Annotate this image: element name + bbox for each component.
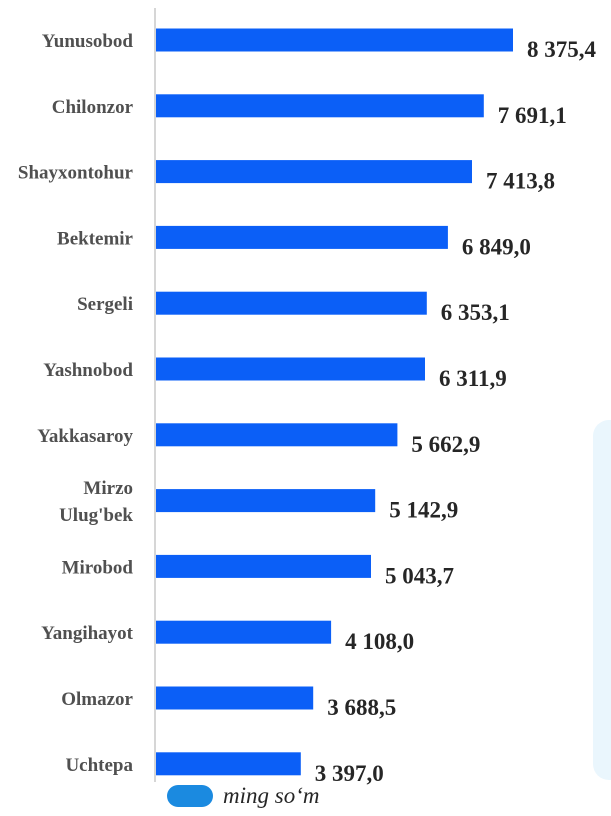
- bar: [156, 94, 484, 118]
- category-label: Sergeli: [77, 294, 133, 315]
- bar: [156, 160, 472, 184]
- category-label: Olmazor: [61, 689, 133, 710]
- legend-swatch: [167, 785, 213, 807]
- category-label: Shayxontohur: [18, 163, 134, 184]
- value-label: 7 413,8: [486, 169, 555, 194]
- category-label: Uchtepa: [65, 755, 133, 776]
- category-label: Yunusobod: [42, 31, 134, 52]
- category-label: Yakkasaroy: [37, 426, 133, 447]
- value-label: 5 662,9: [411, 432, 480, 457]
- category-label: Bektemir: [57, 228, 134, 249]
- category-label: Mirzo Ulug'bek: [59, 478, 133, 526]
- category-label: Yashnobod: [43, 360, 133, 381]
- value-label: 6 353,1: [441, 300, 510, 325]
- bar: [156, 752, 301, 776]
- bar: [156, 423, 398, 447]
- bar: [156, 291, 427, 315]
- bar: [156, 357, 425, 381]
- bar: [156, 620, 332, 644]
- category-label: Mirobod: [62, 557, 134, 578]
- value-label: 8 375,4: [527, 37, 597, 62]
- category-label: Chilonzor: [52, 97, 134, 118]
- value-label: 5 043,7: [385, 563, 454, 588]
- value-label: 6 311,9: [439, 366, 507, 391]
- chart-legend: ming so‘m: [167, 782, 319, 810]
- value-label: 7 691,1: [498, 103, 567, 128]
- value-label: 3 397,0: [315, 761, 384, 786]
- legend-label: ming so‘m: [223, 783, 320, 808]
- value-labels-group: 8 375,4 7 691,1 7 413,8 6 849,0 6 353,1 6 311…: [315, 37, 597, 786]
- bars-group: [156, 28, 513, 776]
- bar: [156, 225, 448, 249]
- side-info-panel: [593, 420, 611, 780]
- value-label: 6 849,0: [462, 234, 531, 259]
- category-labels-group: Yunusobod Chilonzor Shayxontohur Bektemir Se…: [18, 31, 134, 776]
- bar: [156, 489, 376, 513]
- bar: [156, 28, 513, 52]
- value-label: 4 108,0: [345, 629, 414, 654]
- value-label: 5 142,9: [389, 498, 458, 523]
- category-label: Yangihayot: [41, 623, 134, 644]
- bar: [156, 554, 371, 578]
- bar: [156, 686, 314, 710]
- value-label: 3 688,5: [327, 695, 396, 720]
